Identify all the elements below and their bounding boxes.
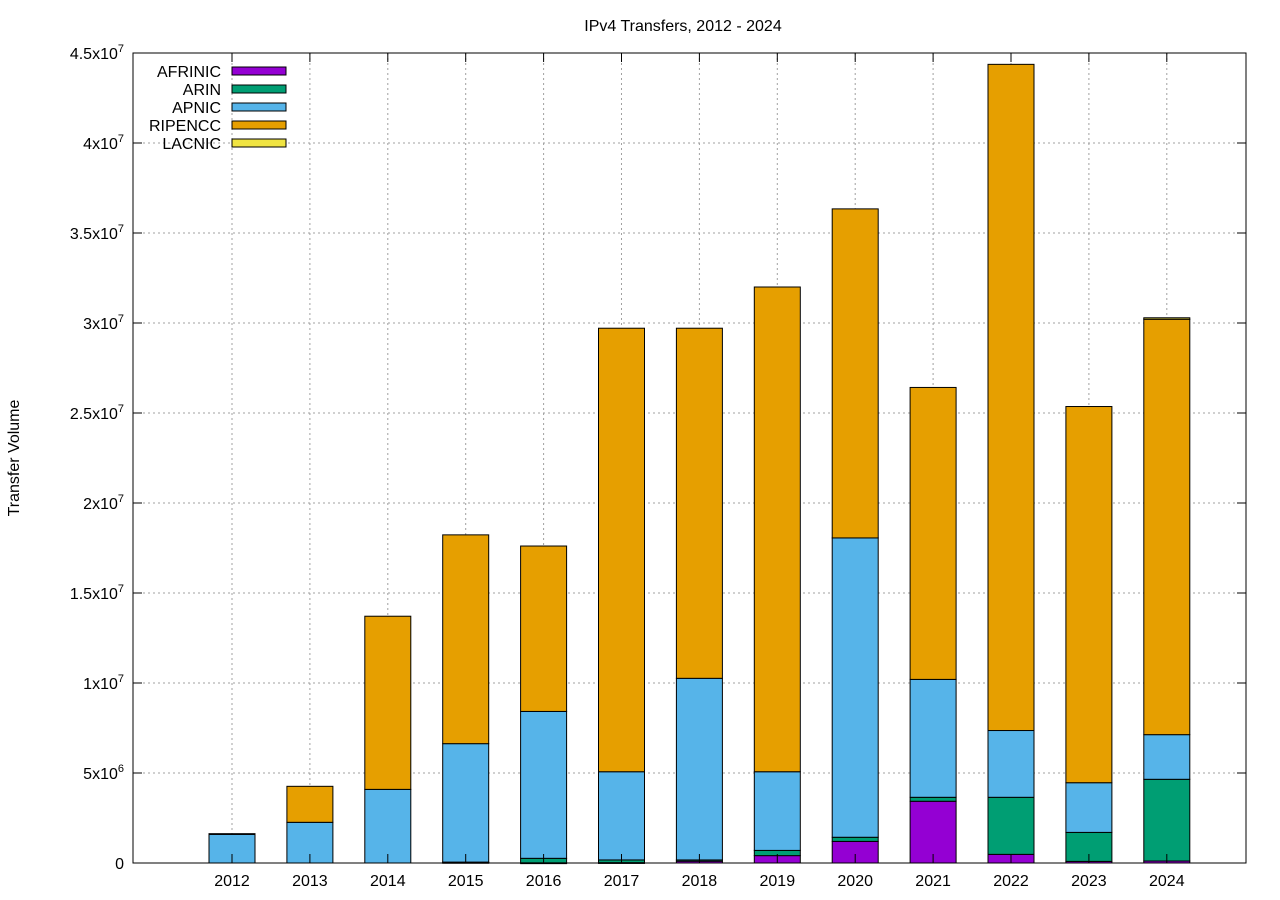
x-ticks: 2012 2013 2014 2015 2016 2017 2018 2019 2020 2021… <box>214 53 1185 890</box>
bar-segment-arin-2022 <box>987 796 1035 855</box>
y-tick-label: 1x107 <box>83 673 124 693</box>
x-tick-label: 2024 <box>1149 873 1185 890</box>
bar-segment-apnic-2017 <box>598 771 645 861</box>
bar-segment-arin-2021 <box>909 796 957 802</box>
x-tick-label: 2015 <box>448 873 484 890</box>
bar-segment-lacnic-2024 <box>1143 317 1191 320</box>
legend-swatch-arin <box>231 84 287 94</box>
x-tick-label: 2016 <box>526 873 562 890</box>
bar-segment-apnic-2023 <box>1065 782 1113 833</box>
bar-segment-ripencc-2023 <box>1065 406 1113 784</box>
legend-swatch-ripencc <box>231 120 287 130</box>
x-tick-label: 2020 <box>837 873 873 890</box>
x-tick-label: 2021 <box>915 873 951 890</box>
y-tick-label: 3.5x107 <box>70 223 124 243</box>
bars <box>208 63 1191 865</box>
bar-segment-ripencc-2012 <box>208 833 256 835</box>
bar-segment-apnic-2024 <box>1143 734 1191 780</box>
y-tick-label: 0 <box>115 856 124 873</box>
bar-segment-apnic-2015 <box>442 743 490 863</box>
legend-label-lacnic: LACNIC <box>162 136 221 153</box>
x-tick-label: 2017 <box>604 873 640 890</box>
plot-frame <box>132 52 1247 864</box>
bar-segment-arin-2020 <box>831 836 879 842</box>
bar-segment-apnic-2019 <box>753 771 801 851</box>
bar-segment-apnic-2021 <box>909 678 957 798</box>
bar-segment-ripencc-2014 <box>364 615 412 790</box>
x-tick-label: 2014 <box>370 873 406 890</box>
y-ticks: 0 5x106 1x107 1.5x107 2x107 2.5x107 3x107 3.5x1… <box>70 43 1246 873</box>
bar-segment-ripencc-2018 <box>675 327 723 679</box>
bar-segment-ripencc-2019 <box>753 286 801 773</box>
y-tick-label: 2x107 <box>83 493 124 513</box>
legend-label-apnic: APNIC <box>172 100 221 117</box>
legend-label-arin: ARIN <box>183 82 221 99</box>
legend-label-afrinic: AFRINIC <box>157 64 221 81</box>
y-tick-label: 1.5x107 <box>70 583 124 603</box>
bar-segment-ripencc-2024 <box>1143 318 1191 736</box>
y-tick-label: 4x107 <box>83 133 124 153</box>
legend-swatch-afrinic <box>231 66 287 76</box>
bar-segment-apnic-2014 <box>364 788 412 864</box>
bar-segment-ripencc-2020 <box>831 208 879 539</box>
bar-segment-ripencc-2015 <box>442 534 490 745</box>
bar-segment-apnic-2018 <box>675 677 723 861</box>
legend-swatch-apnic <box>231 102 287 112</box>
legend-swatch-lacnic <box>231 138 287 148</box>
bar-segment-apnic-2022 <box>987 730 1035 798</box>
y-tick-label: 3x107 <box>83 313 124 333</box>
x-tick-label: 2023 <box>1071 873 1107 890</box>
x-tick-label: 2012 <box>214 873 250 890</box>
bar-segment-ripencc-2013 <box>286 785 334 823</box>
bar-segment-ripencc-2021 <box>909 386 957 680</box>
bar-segment-ripencc-2022 <box>987 63 1035 732</box>
bar-segment-apnic-2016 <box>520 710 568 859</box>
chart-title: IPv4 Transfers, 2012 - 2024 <box>584 18 782 35</box>
x-tick-label: 2019 <box>760 873 796 890</box>
x-tick-label: 2013 <box>292 873 328 890</box>
y-tick-label: 5x106 <box>83 763 124 783</box>
bar-segment-ripencc-2016 <box>520 545 568 712</box>
y-tick-label: 2.5x107 <box>70 403 124 423</box>
bar-segment-afrinic-2021 <box>909 800 957 864</box>
x-tick-label: 2022 <box>993 873 1029 890</box>
y-tick-label: 4.5x107 <box>70 43 124 63</box>
x-tick-label: 2018 <box>682 873 718 890</box>
bar-segment-ripencc-2017 <box>598 327 645 773</box>
y-axis-label: Transfer Volume <box>6 400 23 517</box>
legend-label-ripencc: RIPENCC <box>149 118 221 135</box>
bar-segment-apnic-2020 <box>831 537 879 838</box>
bar-segment-arin-2024 <box>1143 778 1191 862</box>
